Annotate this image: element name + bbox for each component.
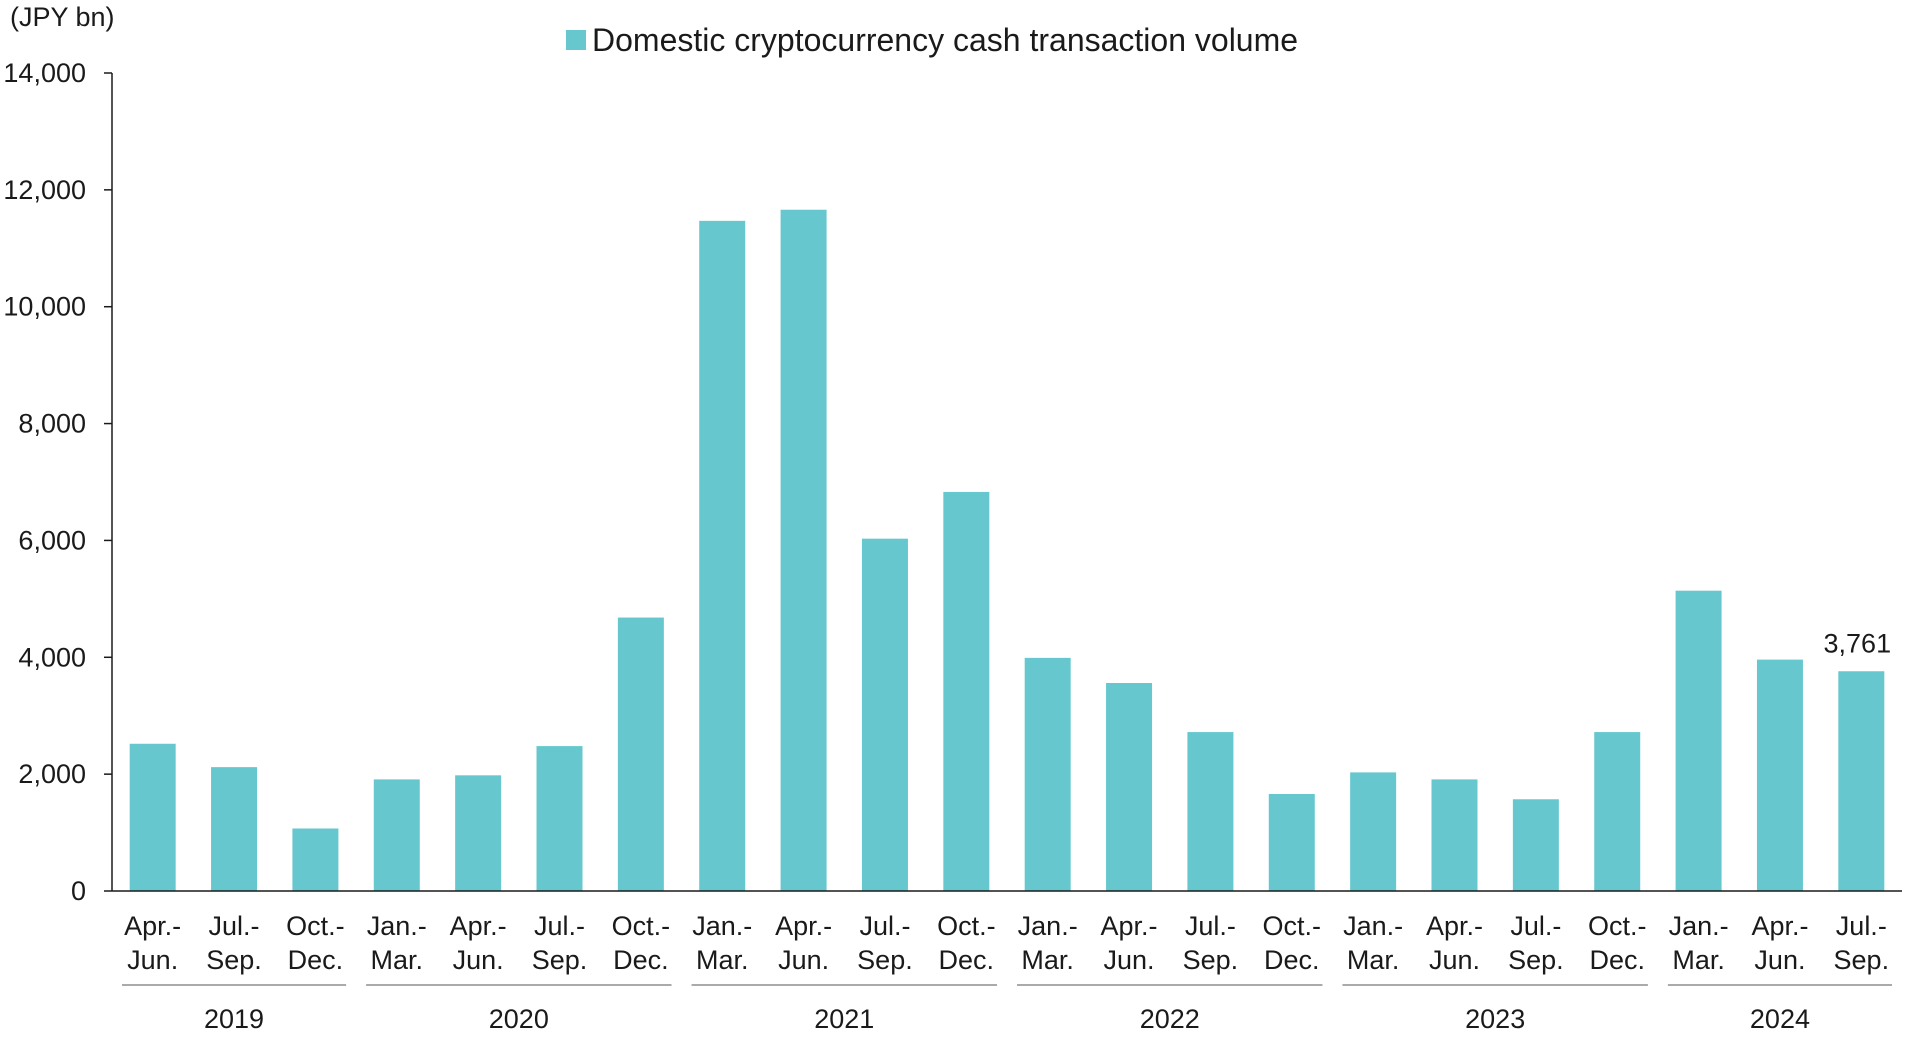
x-tick-label-line1: Apr.- xyxy=(1426,911,1483,941)
x-tick-label-line2: Dec. xyxy=(939,945,995,975)
legend-label: Domestic cryptocurrency cash transaction… xyxy=(592,22,1298,58)
x-tick-label-line1: Oct.- xyxy=(286,911,345,941)
x-tick-label-line1: Jan.- xyxy=(1669,911,1729,941)
bar xyxy=(1756,659,1803,891)
x-tick-label-line2: Sep. xyxy=(1834,945,1890,975)
x-tick-label-line2: Mar. xyxy=(1021,945,1074,975)
year-group-label: 2023 xyxy=(1465,1004,1525,1034)
x-tick-label-line1: Jul.- xyxy=(1185,911,1236,941)
x-tick-label-line2: Jun. xyxy=(1104,945,1155,975)
x-tick-label-line1: Jan.- xyxy=(692,911,752,941)
x-tick-label-line1: Apr.- xyxy=(450,911,507,941)
legend-swatch xyxy=(566,30,586,50)
x-tick-label-line1: Jul.- xyxy=(534,911,585,941)
x-tick-label-line1: Oct.- xyxy=(1588,911,1647,941)
x-tick-label-line1: Jan.- xyxy=(1343,911,1403,941)
x-tick-label-line1: Apr.- xyxy=(124,911,181,941)
x-tick-label-line2: Jun. xyxy=(453,945,504,975)
year-group-label: 2022 xyxy=(1140,1004,1200,1034)
x-tick-label-line2: Sep. xyxy=(206,945,262,975)
x-tick-label-line2: Jun. xyxy=(1754,945,1805,975)
year-group-label: 2020 xyxy=(489,1004,549,1034)
y-axis-unit-label: (JPY bn) xyxy=(10,2,115,32)
bar xyxy=(780,209,827,892)
y-tick-label: 8,000 xyxy=(18,409,86,439)
x-tick-label-line2: Mar. xyxy=(1347,945,1400,975)
bar xyxy=(536,746,583,891)
x-tick-label-line2: Sep. xyxy=(857,945,913,975)
bar xyxy=(211,767,258,891)
x-tick-label-line1: Apr.- xyxy=(775,911,832,941)
x-tick-label-line2: Dec. xyxy=(288,945,344,975)
y-tick-label: 14,000 xyxy=(3,58,86,88)
y-axis: 0 2,000 4,000 6,000 8,000 10,000 12,000 14,000 xyxy=(3,58,113,906)
y-tick-label: 0 xyxy=(71,876,86,906)
bar xyxy=(1675,590,1722,891)
bar xyxy=(292,828,339,891)
y-tick-label: 10,000 xyxy=(3,292,86,322)
x-tick-label-line2: Mar. xyxy=(371,945,424,975)
x-tick-label-line1: Apr.- xyxy=(1101,911,1158,941)
x-tick-label-line1: Oct.- xyxy=(612,911,671,941)
x-tick-label-line1: Jan.- xyxy=(367,911,427,941)
bar xyxy=(1106,682,1153,891)
bar xyxy=(1024,657,1071,891)
bar xyxy=(455,775,502,891)
x-tick-label-line2: Dec. xyxy=(613,945,669,975)
bar xyxy=(699,220,746,891)
bar xyxy=(1594,732,1641,891)
x-tick-label-line1: Apr.- xyxy=(1751,911,1808,941)
data-labels: 3,761 xyxy=(1824,628,1892,658)
x-tick-label-line2: Jun. xyxy=(1429,945,1480,975)
x-tick-label-line2: Sep. xyxy=(1183,945,1239,975)
bar xyxy=(1187,732,1234,891)
x-tick-label-line2: Sep. xyxy=(1508,945,1564,975)
year-group-label: 2019 xyxy=(204,1004,264,1034)
bar xyxy=(1431,779,1478,891)
bars xyxy=(129,209,1885,892)
bar xyxy=(943,491,990,891)
x-tick-label-line1: Jul.- xyxy=(859,911,910,941)
y-tick-label: 12,000 xyxy=(3,175,86,205)
x-tick-label-line1: Oct.- xyxy=(937,911,996,941)
x-tick-label-line1: Jul.- xyxy=(1836,911,1887,941)
x-tick-label-line2: Mar. xyxy=(1672,945,1725,975)
bar xyxy=(617,617,664,891)
year-group-label: 2024 xyxy=(1750,1004,1810,1034)
y-tick-label: 6,000 xyxy=(18,525,86,555)
x-tick-label-line1: Oct.- xyxy=(1263,911,1322,941)
legend: Domestic cryptocurrency cash transaction… xyxy=(566,22,1298,58)
x-tick-label-line2: Jun. xyxy=(127,945,178,975)
year-group-label: 2021 xyxy=(814,1004,874,1034)
x-tick-label-line1: Jan.- xyxy=(1018,911,1078,941)
bar xyxy=(861,538,908,891)
bar xyxy=(1268,794,1315,891)
x-tick-label-line2: Dec. xyxy=(1264,945,1320,975)
bar xyxy=(1512,799,1559,891)
x-tick-label-line1: Jul.- xyxy=(209,911,260,941)
data-label: 3,761 xyxy=(1824,628,1892,658)
bar xyxy=(373,779,420,891)
x-tick-label-line2: Jun. xyxy=(778,945,829,975)
bar xyxy=(1350,772,1397,891)
bar xyxy=(129,743,176,891)
x-tick-label-line2: Dec. xyxy=(1589,945,1645,975)
y-tick-label: 2,000 xyxy=(18,759,86,789)
x-tick-label-line2: Mar. xyxy=(696,945,749,975)
bar xyxy=(1838,671,1885,891)
x-tick-label-line1: Jul.- xyxy=(1510,911,1561,941)
x-axis: Apr.- Jun. Jul.- Sep. Oct.- Dec. Jan.- Mar. Apr.… xyxy=(112,890,1902,1034)
y-tick-label: 4,000 xyxy=(18,642,86,672)
x-tick-label-line2: Sep. xyxy=(532,945,588,975)
